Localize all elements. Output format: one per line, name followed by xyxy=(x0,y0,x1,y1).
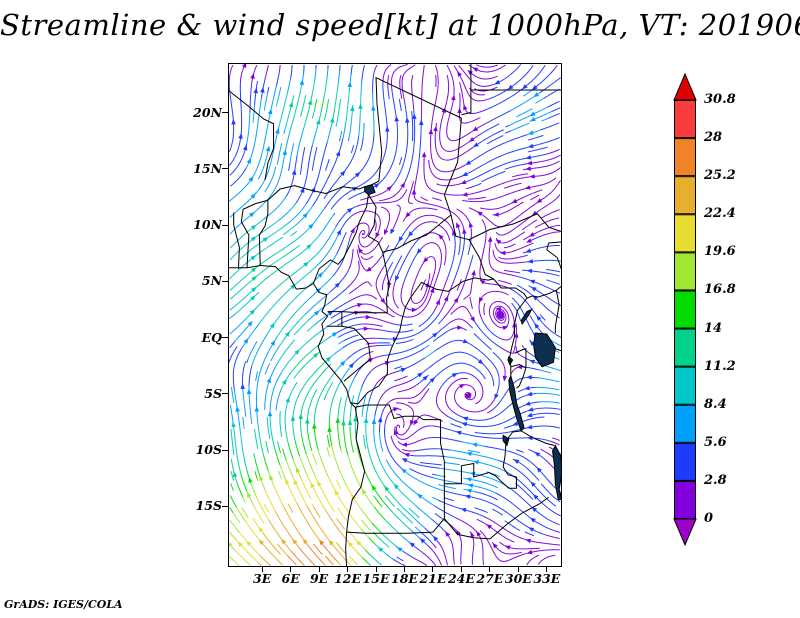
y-axis-tick-mark xyxy=(222,224,228,226)
colorbar-tick-label: 25.2 xyxy=(704,168,736,184)
chart-title: Streamline & wind speed[kt] at 1000hPa, … xyxy=(0,8,800,42)
x-axis-tick-mark xyxy=(546,567,548,572)
x-axis-tick-mark xyxy=(375,567,377,572)
colorbar-tick-label: 8.4 xyxy=(704,396,727,412)
x-axis-tick-label: 33E xyxy=(533,571,561,586)
y-axis-tick-label: 20N xyxy=(193,104,222,120)
x-axis-tick-mark xyxy=(403,567,405,572)
colorbar-tick-label: 28 xyxy=(704,130,723,146)
y-axis-tick-label: 5S xyxy=(204,385,222,401)
y-axis-tick-label: 10N xyxy=(193,217,222,232)
x-axis-tick-label: 24E xyxy=(447,571,475,586)
x-axis-tick-mark xyxy=(432,567,434,572)
x-axis-tick-label: 30E xyxy=(504,571,532,586)
colorbar-tick-label: 22.4 xyxy=(704,206,736,222)
x-axis-tick-label: 15E xyxy=(362,571,390,586)
grads-attribution: GrADS: IGES/COLA xyxy=(4,598,123,611)
y-axis-tick-label: 15S xyxy=(195,498,222,514)
x-axis-tick-label: 12E xyxy=(334,571,362,586)
colorbar-tick-label: 2.8 xyxy=(704,472,727,488)
x-axis-tick-label: 3E xyxy=(253,571,272,586)
colorbar-tick-label: 5.6 xyxy=(704,434,727,450)
x-axis-tick-label: 27E xyxy=(476,571,504,586)
y-axis-tick-mark xyxy=(222,449,228,451)
y-axis-tick-label: 5N xyxy=(201,273,222,289)
x-axis-tick-mark xyxy=(460,567,462,572)
y-axis-tick-mark xyxy=(222,393,228,395)
y-axis-tick-mark xyxy=(222,337,228,338)
colorbar-tick-label: 16.8 xyxy=(704,282,736,298)
x-axis-tick-label: 21E xyxy=(419,571,447,586)
y-axis-tick-label: EQ xyxy=(201,329,222,345)
streamline-map-canvas xyxy=(228,63,562,567)
x-axis-tick-mark xyxy=(489,567,491,572)
colorbar-tick-label: 30.8 xyxy=(704,92,736,107)
y-axis-tick-mark xyxy=(222,505,228,507)
x-axis-tick-mark xyxy=(290,567,292,572)
x-axis-tick-mark xyxy=(261,567,263,572)
x-axis-tick-mark xyxy=(318,567,320,572)
x-axis-tick-mark xyxy=(517,567,519,572)
y-axis-tick-label: 15N xyxy=(193,160,222,176)
y-axis-tick-mark xyxy=(222,112,228,113)
colorbar-tick-label: 0 xyxy=(704,511,714,526)
y-axis-tick-mark xyxy=(222,280,228,282)
y-axis-tick-label: 10S xyxy=(195,442,222,457)
x-axis-tick-label: 6E xyxy=(281,571,300,586)
x-axis-tick-label: 18E xyxy=(391,571,418,586)
x-axis-tick-label: 9E xyxy=(309,571,329,586)
colorbar-tick-label: 19.6 xyxy=(704,244,736,260)
colorbar-tick-label: 11.2 xyxy=(704,358,736,374)
colorbar-tick-label: 14 xyxy=(704,320,723,336)
y-axis-tick-mark xyxy=(222,168,228,170)
x-axis-tick-mark xyxy=(347,567,349,572)
colorbar-canvas xyxy=(664,68,708,556)
